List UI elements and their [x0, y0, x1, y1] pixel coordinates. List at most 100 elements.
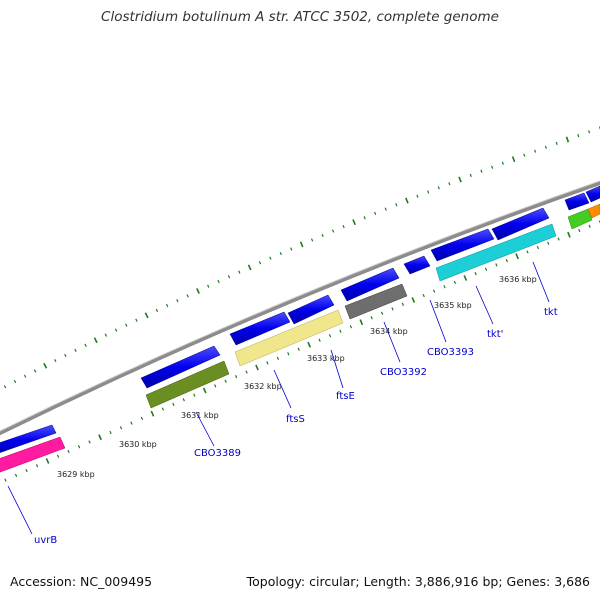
minor-tick — [64, 353, 67, 358]
gene-label-tkt: tkt — [544, 307, 558, 318]
minor-tick — [35, 464, 39, 468]
kbp-label: 3631 kbp — [181, 411, 219, 420]
minor-tick — [23, 374, 27, 378]
minor-tick — [480, 169, 483, 173]
minor-tick — [416, 194, 419, 198]
gene-labels: uvrB CBO3389 ftsS ftsE CBO3392 CBO3393 t… — [34, 307, 558, 546]
minor-tick — [349, 325, 353, 329]
kbp-label: 3629 kbp — [57, 470, 95, 479]
forward-gene-arrow — [0, 424, 57, 453]
forward-gene-arrow — [229, 311, 291, 346]
leader-line — [330, 349, 344, 389]
minor-tick — [104, 333, 108, 337]
major-tick — [45, 458, 50, 464]
accession-text: Accession: NC_009495 — [10, 574, 153, 589]
major-tick — [359, 319, 364, 326]
minor-tick — [119, 426, 123, 430]
genome-backbone-highlight — [0, 180, 600, 432]
inner-tick-row — [4, 220, 600, 482]
minor-tick — [491, 165, 494, 169]
minor-tick — [258, 261, 262, 265]
minor-tick — [588, 224, 591, 228]
kbp-label: 3630 kbp — [119, 440, 157, 449]
leader-line — [383, 321, 401, 363]
minor-tick — [501, 161, 504, 165]
gene-label-ftse: ftsE — [336, 391, 355, 402]
minor-tick — [534, 149, 537, 153]
major-tick — [255, 364, 259, 371]
kbp-label: 3634 kbp — [370, 327, 408, 336]
forward-gene-arrow — [491, 207, 550, 241]
minor-tick — [3, 385, 7, 389]
minor-tick — [495, 263, 498, 267]
leader-line — [273, 369, 292, 409]
major-tick — [93, 337, 98, 344]
minor-tick — [342, 224, 345, 229]
leader-line — [195, 411, 215, 447]
minor-tick — [401, 302, 405, 307]
minor-tick — [207, 284, 210, 288]
minor-tick — [448, 182, 451, 186]
gene-label-cbo3393: CBO3393 — [427, 347, 474, 358]
major-tick — [247, 264, 252, 271]
minor-tick — [331, 229, 335, 233]
major-tick — [405, 197, 409, 204]
outer-tick-row — [3, 126, 600, 389]
major-tick — [567, 231, 571, 238]
minor-tick — [318, 338, 321, 342]
gene-bar-orange — [587, 203, 600, 219]
leader-line — [429, 299, 447, 343]
genome-summary-text: Topology: circular; Length: 3,886,916 bp… — [246, 574, 590, 589]
major-tick — [144, 312, 149, 319]
minor-tick — [77, 445, 81, 449]
minor-tick — [505, 258, 508, 263]
minor-tick — [578, 228, 581, 233]
minor-tick — [84, 343, 87, 347]
major-tick — [515, 253, 519, 260]
major-tick — [98, 434, 102, 441]
minor-tick — [172, 402, 175, 407]
minor-tick — [290, 247, 293, 251]
minor-tick — [224, 379, 227, 383]
minor-tick — [234, 375, 238, 379]
gene-label-cbo3389: CBO3389 — [194, 448, 241, 459]
minor-tick — [33, 369, 37, 373]
minor-tick — [227, 275, 231, 279]
minor-tick — [140, 416, 144, 421]
minor-tick — [135, 318, 138, 322]
kbp-label: 3633 kbp — [307, 354, 345, 363]
minor-tick — [339, 329, 342, 333]
minor-tick — [165, 303, 169, 308]
forward-gene-arrow — [585, 185, 600, 203]
minor-tick — [186, 294, 189, 298]
kbp-label: 3632 kbp — [244, 382, 282, 391]
leader-line — [7, 485, 33, 535]
minor-tick — [238, 270, 241, 274]
major-tick — [511, 156, 516, 163]
minor-tick — [544, 145, 547, 149]
minor-tick — [25, 468, 28, 473]
minor-tick — [114, 328, 118, 332]
kbp-scale: 3629 kbp 3630 kbp 3631 kbp 3632 kbp 3633… — [57, 275, 537, 479]
minor-tick — [370, 316, 373, 320]
kbp-label: 3636 kbp — [499, 275, 537, 284]
minor-tick — [125, 323, 128, 327]
minor-tick — [536, 245, 540, 250]
minor-tick — [14, 473, 18, 477]
minor-tick — [523, 153, 526, 157]
minor-tick — [297, 347, 300, 351]
minor-tick — [182, 398, 185, 402]
minor-tick — [287, 352, 290, 356]
minor-tick — [469, 173, 472, 178]
forward-gene-arrow — [564, 192, 590, 211]
minor-tick — [193, 393, 196, 397]
gene-label-uvrb: uvrB — [34, 535, 57, 546]
leader-line — [532, 261, 550, 303]
minor-tick — [279, 251, 282, 256]
gene-bar-cyan — [435, 223, 557, 282]
minor-tick — [321, 233, 324, 238]
category-genes — [0, 203, 600, 473]
minor-tick — [374, 211, 377, 216]
